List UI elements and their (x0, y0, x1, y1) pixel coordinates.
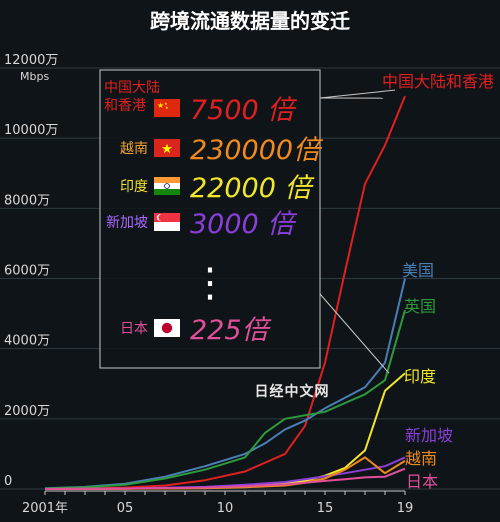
growth-row: 印度 22000 倍 (120, 173, 314, 204)
y-tick-label: 2000万 (4, 404, 50, 419)
singapore-flag (154, 213, 180, 231)
flag-sun (161, 322, 173, 334)
flag-star: ★ (164, 101, 168, 106)
flag-band (154, 183, 180, 189)
growth-row-label: 日本 (120, 321, 148, 337)
japan-flag (154, 319, 180, 337)
watermark-text: 日经中文网 (255, 383, 330, 400)
x-tick-label: 10 (217, 501, 234, 516)
growth-multiplier: 7500 倍 (190, 95, 297, 126)
series-end-label: 印度 (404, 367, 436, 386)
y-tick-label: 12000万 (4, 53, 58, 68)
y-tick-label: 8000万 (4, 193, 50, 208)
growth-row-label: 中国大陆 (104, 80, 160, 96)
growth-multiplier: 3000 倍 (190, 209, 297, 240)
india-flag (154, 177, 180, 195)
series-end-label: 新加坡 (405, 426, 453, 445)
growth-row: 越南 ★ 230000倍 (120, 135, 323, 166)
y-unit-label: Mbps (20, 70, 49, 83)
flag-field (154, 139, 180, 157)
flag-star: ★ (161, 142, 173, 157)
growth-row-label: 越南 (120, 141, 148, 157)
flag-band (154, 213, 180, 222)
y-tick-label: 4000万 (4, 334, 50, 349)
y-tick-label: 10000万 (4, 123, 58, 138)
series-line-英国 (44, 309, 406, 490)
series-end-label: 美国 (402, 261, 434, 280)
flag-band (154, 189, 180, 195)
series-end-label: 英国 (404, 297, 436, 316)
x-tick-label: 15 (317, 501, 334, 516)
connector-line (319, 89, 396, 99)
growth-multiplier: 230000倍 (190, 135, 323, 166)
x-tick-label: 19 (397, 501, 414, 516)
series-end-label: 中国大陆和香港 (382, 72, 494, 91)
ellipsis-dots: ⋮ (190, 260, 230, 306)
flag-crescent (158, 214, 165, 221)
series-layer (44, 95, 406, 490)
flag-band (154, 177, 180, 183)
growth-row: 新加坡 3000 倍 (106, 209, 297, 240)
axis-layer: 0 2000万 4000万 6000万 8000万 10000万 12000万 Mbps 200… (4, 53, 413, 516)
flag-star: ★ (157, 101, 164, 110)
flag-field (154, 99, 180, 117)
growth-row-label: 印度 (120, 179, 148, 195)
flag-star: ★ (165, 105, 169, 110)
growth-box-frame (99, 69, 321, 369)
chart-title: 跨境流通数据量的变迁 (150, 9, 350, 33)
growth-multiplier: 225倍 (190, 315, 272, 346)
y-tick-label: 6000万 (4, 264, 50, 279)
growth-row: 日本 225倍 (120, 315, 272, 346)
china-flag: ★ ★★ (154, 99, 180, 117)
x-tick-label: 05 (117, 501, 134, 516)
flag-band (154, 222, 180, 231)
series-line-日本 (44, 467, 406, 490)
vietnam-flag: ★ (154, 139, 180, 157)
series-end-label: 越南 (405, 449, 437, 468)
series-line-美国 (44, 278, 406, 490)
x-tick-label: 2001年 (22, 501, 68, 516)
growth-row-label: 和香港 (104, 98, 146, 114)
growth-multiplier: 22000 倍 (190, 173, 314, 204)
series-end-label: 日本 (406, 472, 438, 491)
connector-line (319, 293, 390, 374)
growth-row: 中国大陆和香港 ★ ★★ 7500 倍 (104, 80, 297, 126)
flag-wheel (164, 183, 170, 189)
y-tick-label: 0 (4, 474, 12, 489)
growth-row-label: 新加坡 (106, 215, 148, 231)
